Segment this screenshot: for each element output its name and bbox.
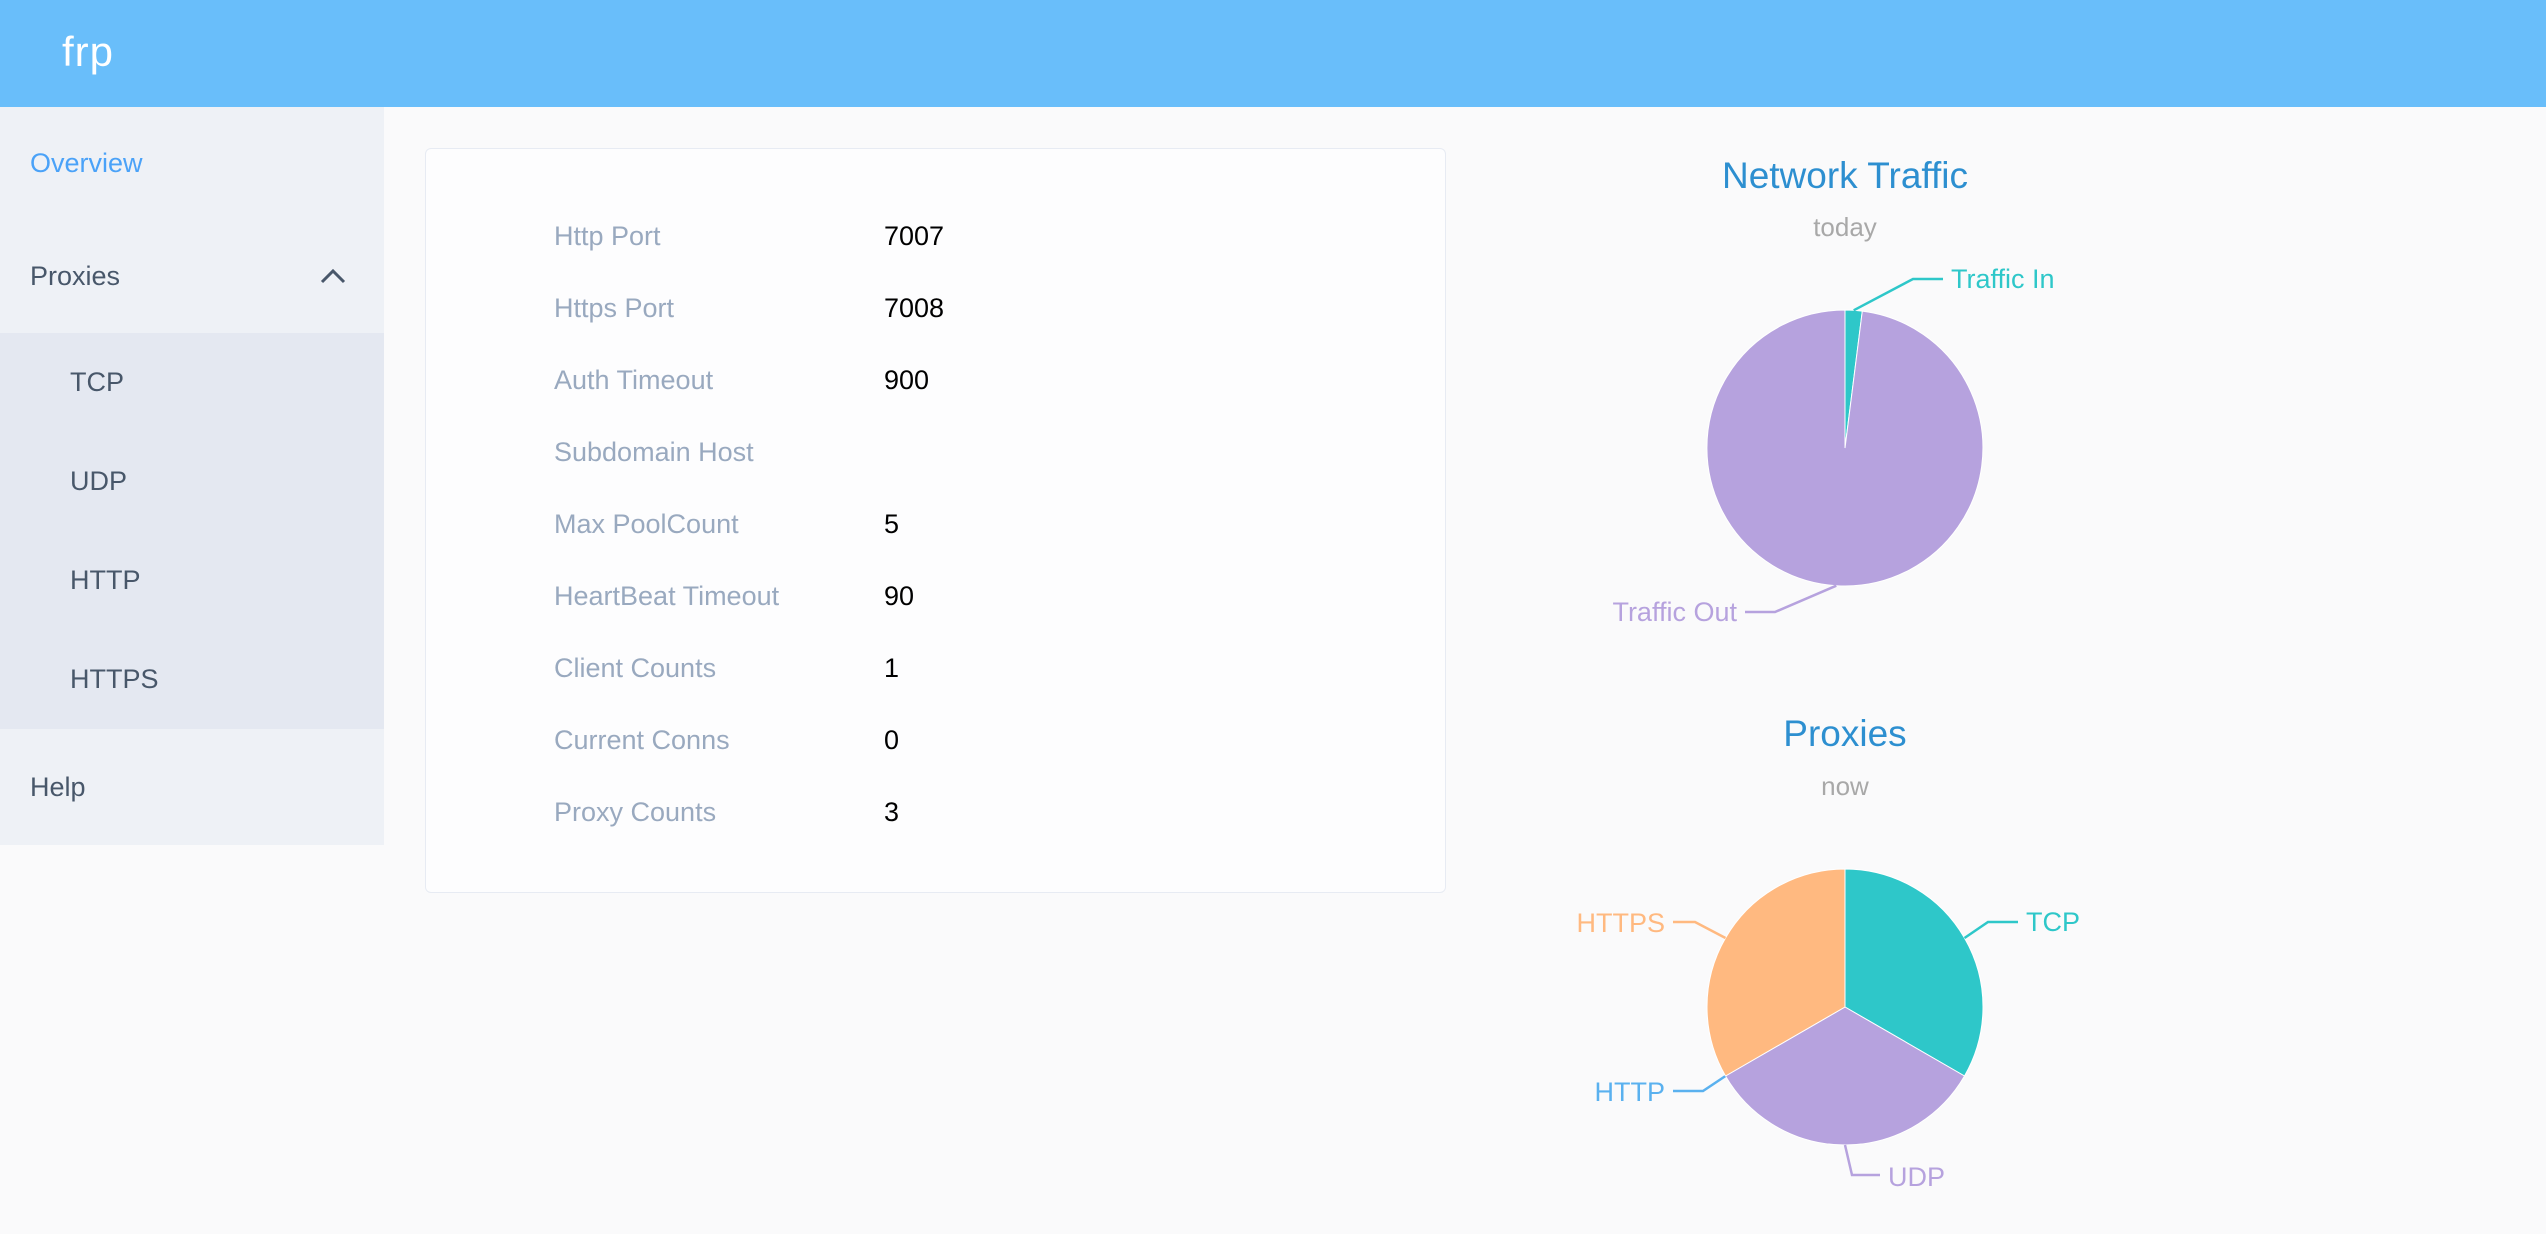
network-traffic-chart-subtitle: today (1813, 212, 1877, 242)
sidebar-item-help-label: Help (30, 772, 86, 802)
sidebar-item-https[interactable]: HTTPS (0, 630, 384, 729)
sidebar-item-udp[interactable]: UDP (0, 432, 384, 531)
udp-label-line (1843, 1144, 1880, 1177)
sidebar-item-overview-label: Overview (30, 148, 143, 178)
tcp-label: TCP (2026, 907, 2080, 937)
info-row-value: 90 (884, 581, 915, 611)
info-row-label: Subdomain Host (554, 437, 754, 467)
network-traffic-pie-chart: Traffic In Traffic Out (1612, 264, 2055, 627)
info-row: Client Counts 1 (426, 632, 1445, 704)
https-label-line (1673, 920, 1727, 940)
info-row: Subdomain Host (426, 416, 1445, 488)
sidebar-item-https-label: HTTPS (70, 664, 159, 694)
udp-slice[interactable] (1724, 1006, 1966, 1146)
traffic-in-label-line (1853, 277, 1943, 312)
info-row-value: 7008 (884, 293, 945, 323)
traffic-out-label-line (1745, 584, 1837, 614)
app-logo[interactable]: frp (62, 28, 115, 75)
proxies-pie-chart: TCP UDP HTTP HTTPS (1576, 868, 2080, 1192)
sidebar-item-tcp[interactable]: TCP (0, 333, 384, 432)
info-row-label: HeartBeat Timeout (554, 581, 780, 611)
sidebar-item-http[interactable]: HTTP (0, 531, 384, 630)
http-label-line (1673, 1074, 1727, 1093)
sidebar-item-overview[interactable]: Overview (0, 107, 384, 219)
info-row-value: 3 (884, 797, 900, 827)
sidebar: Overview Proxies TCP UDP HTTP HTTPS Help (0, 107, 384, 845)
proxies-submenu: TCP UDP HTTP HTTPS (0, 333, 384, 729)
info-row: Current Conns 0 (426, 704, 1445, 776)
info-row-label: Https Port (554, 293, 675, 323)
sidebar-item-help[interactable]: Help (0, 729, 384, 845)
info-row-label: Proxy Counts (554, 797, 717, 827)
network-traffic-chart-title: Network Traffic (1721, 155, 1969, 196)
chevron-up-icon (320, 269, 346, 284)
sidebar-item-proxies[interactable]: Proxies (0, 219, 384, 333)
info-row-value: 5 (884, 509, 900, 539)
info-row: Https Port 7008 (426, 272, 1445, 344)
info-row-value: 0 (884, 725, 900, 755)
traffic-out-label: Traffic Out (1612, 597, 1737, 627)
proxies-chart-title: Proxies (1783, 713, 1907, 754)
traffic-out-slice[interactable] (1706, 309, 1984, 587)
sidebar-item-udp-label: UDP (70, 466, 128, 496)
info-row-value: 900 (884, 365, 930, 395)
info-row-label: Http Port (554, 221, 661, 251)
info-row-value: 7007 (884, 221, 945, 251)
info-row-label: Auth Timeout (554, 365, 714, 395)
udp-label: UDP (1888, 1162, 1945, 1192)
tcp-label-line (1963, 920, 2018, 940)
https-label: HTTPS (1576, 908, 1665, 938)
info-row: Auth Timeout 900 (426, 344, 1445, 416)
server-info-rows: Http Port 7007 Https Port 7008 Auth Time… (426, 149, 1445, 848)
info-row-label: Max PoolCount (554, 509, 739, 539)
proxies-chart-subtitle: now (1821, 771, 1869, 801)
sidebar-item-proxies-label: Proxies (30, 261, 121, 291)
info-row-value: 1 (884, 653, 900, 683)
sidebar-item-http-label: HTTP (70, 565, 141, 595)
info-row: Http Port 7007 (426, 200, 1445, 272)
server-info-card: Http Port 7007 Https Port 7008 Auth Time… (425, 148, 1446, 893)
traffic-in-label: Traffic In (1951, 264, 2055, 294)
info-row: Max PoolCount 5 (426, 488, 1445, 560)
info-row: HeartBeat Timeout 90 (426, 560, 1445, 632)
http-label: HTTP (1595, 1077, 1666, 1107)
info-row-label: Client Counts (554, 653, 717, 683)
header: frp (0, 0, 2546, 107)
sidebar-item-tcp-label: TCP (70, 367, 124, 397)
info-row-label: Current Conns (554, 725, 730, 755)
tcp-slice[interactable] (1844, 868, 1984, 1077)
info-row: Proxy Counts 3 (426, 776, 1445, 848)
